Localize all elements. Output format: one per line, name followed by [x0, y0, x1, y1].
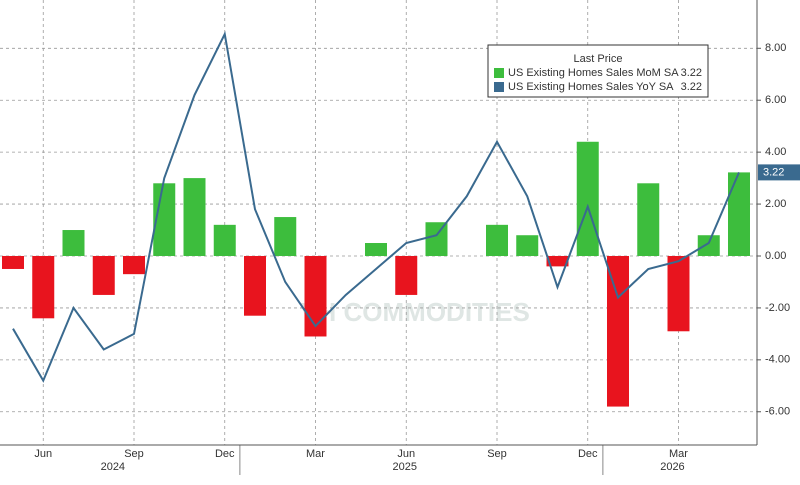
bar [667, 255, 690, 332]
x-tick-label: Dec [215, 448, 235, 460]
x-tick-label: Sep [487, 448, 507, 460]
y-tick-label: 8.00 [765, 42, 786, 54]
y-tick-label: 4.00 [765, 146, 786, 158]
bar [62, 230, 85, 256]
x-year-label: 2026 [660, 461, 684, 473]
legend-swatch [494, 68, 504, 78]
x-tick-label: Jun [34, 448, 52, 460]
bar [92, 255, 115, 295]
legend-value: 3.22 [681, 81, 702, 93]
bar [244, 255, 266, 316]
bar [607, 255, 629, 407]
legend-label: US Existing Homes Sales MoM SA [508, 67, 679, 79]
bar [123, 255, 145, 275]
bar [576, 141, 599, 256]
x-tick-label: Jun [397, 448, 415, 460]
legend: Last Price US Existing Homes Sales MoM SA… [487, 44, 709, 98]
bar [32, 255, 55, 319]
bar [2, 255, 24, 269]
bar [516, 235, 539, 256]
x-tick-label: Mar [306, 448, 325, 460]
bar [395, 255, 418, 295]
legend-value: 3.22 [681, 67, 702, 79]
x-tick-label: Dec [578, 448, 598, 460]
bar [274, 217, 297, 256]
x-tick-label: Sep [124, 448, 144, 460]
legend-title: Last Price [574, 53, 623, 65]
y-tick-label: 2.00 [765, 198, 786, 210]
legend-swatch [494, 82, 504, 92]
x-year-label: 2024 [101, 461, 125, 473]
x-tick-label: Mar [669, 448, 688, 460]
bar [637, 183, 660, 256]
last-value-label: 3.22 [763, 166, 784, 178]
y-tick-label: -6.00 [765, 406, 790, 418]
y-tick-label: -2.00 [765, 302, 790, 314]
bar [213, 224, 236, 256]
bar [486, 224, 508, 256]
watermark: VH COMMODITIES [300, 297, 530, 327]
bar [365, 243, 387, 256]
legend-box [487, 44, 709, 98]
y-tick-label: -4.00 [765, 354, 790, 366]
bar [183, 178, 206, 256]
y-tick-label: 6.00 [765, 94, 786, 106]
line [12, 30, 740, 383]
x-year-label: 2025 [392, 461, 416, 473]
bar [546, 255, 569, 267]
bar [425, 222, 448, 256]
last-value-tag [758, 164, 800, 181]
legend-label: US Existing Homes Sales YoY SA [508, 81, 674, 93]
y-tick-label: 0.00 [765, 250, 786, 262]
bar [728, 172, 750, 256]
bar [697, 235, 720, 256]
